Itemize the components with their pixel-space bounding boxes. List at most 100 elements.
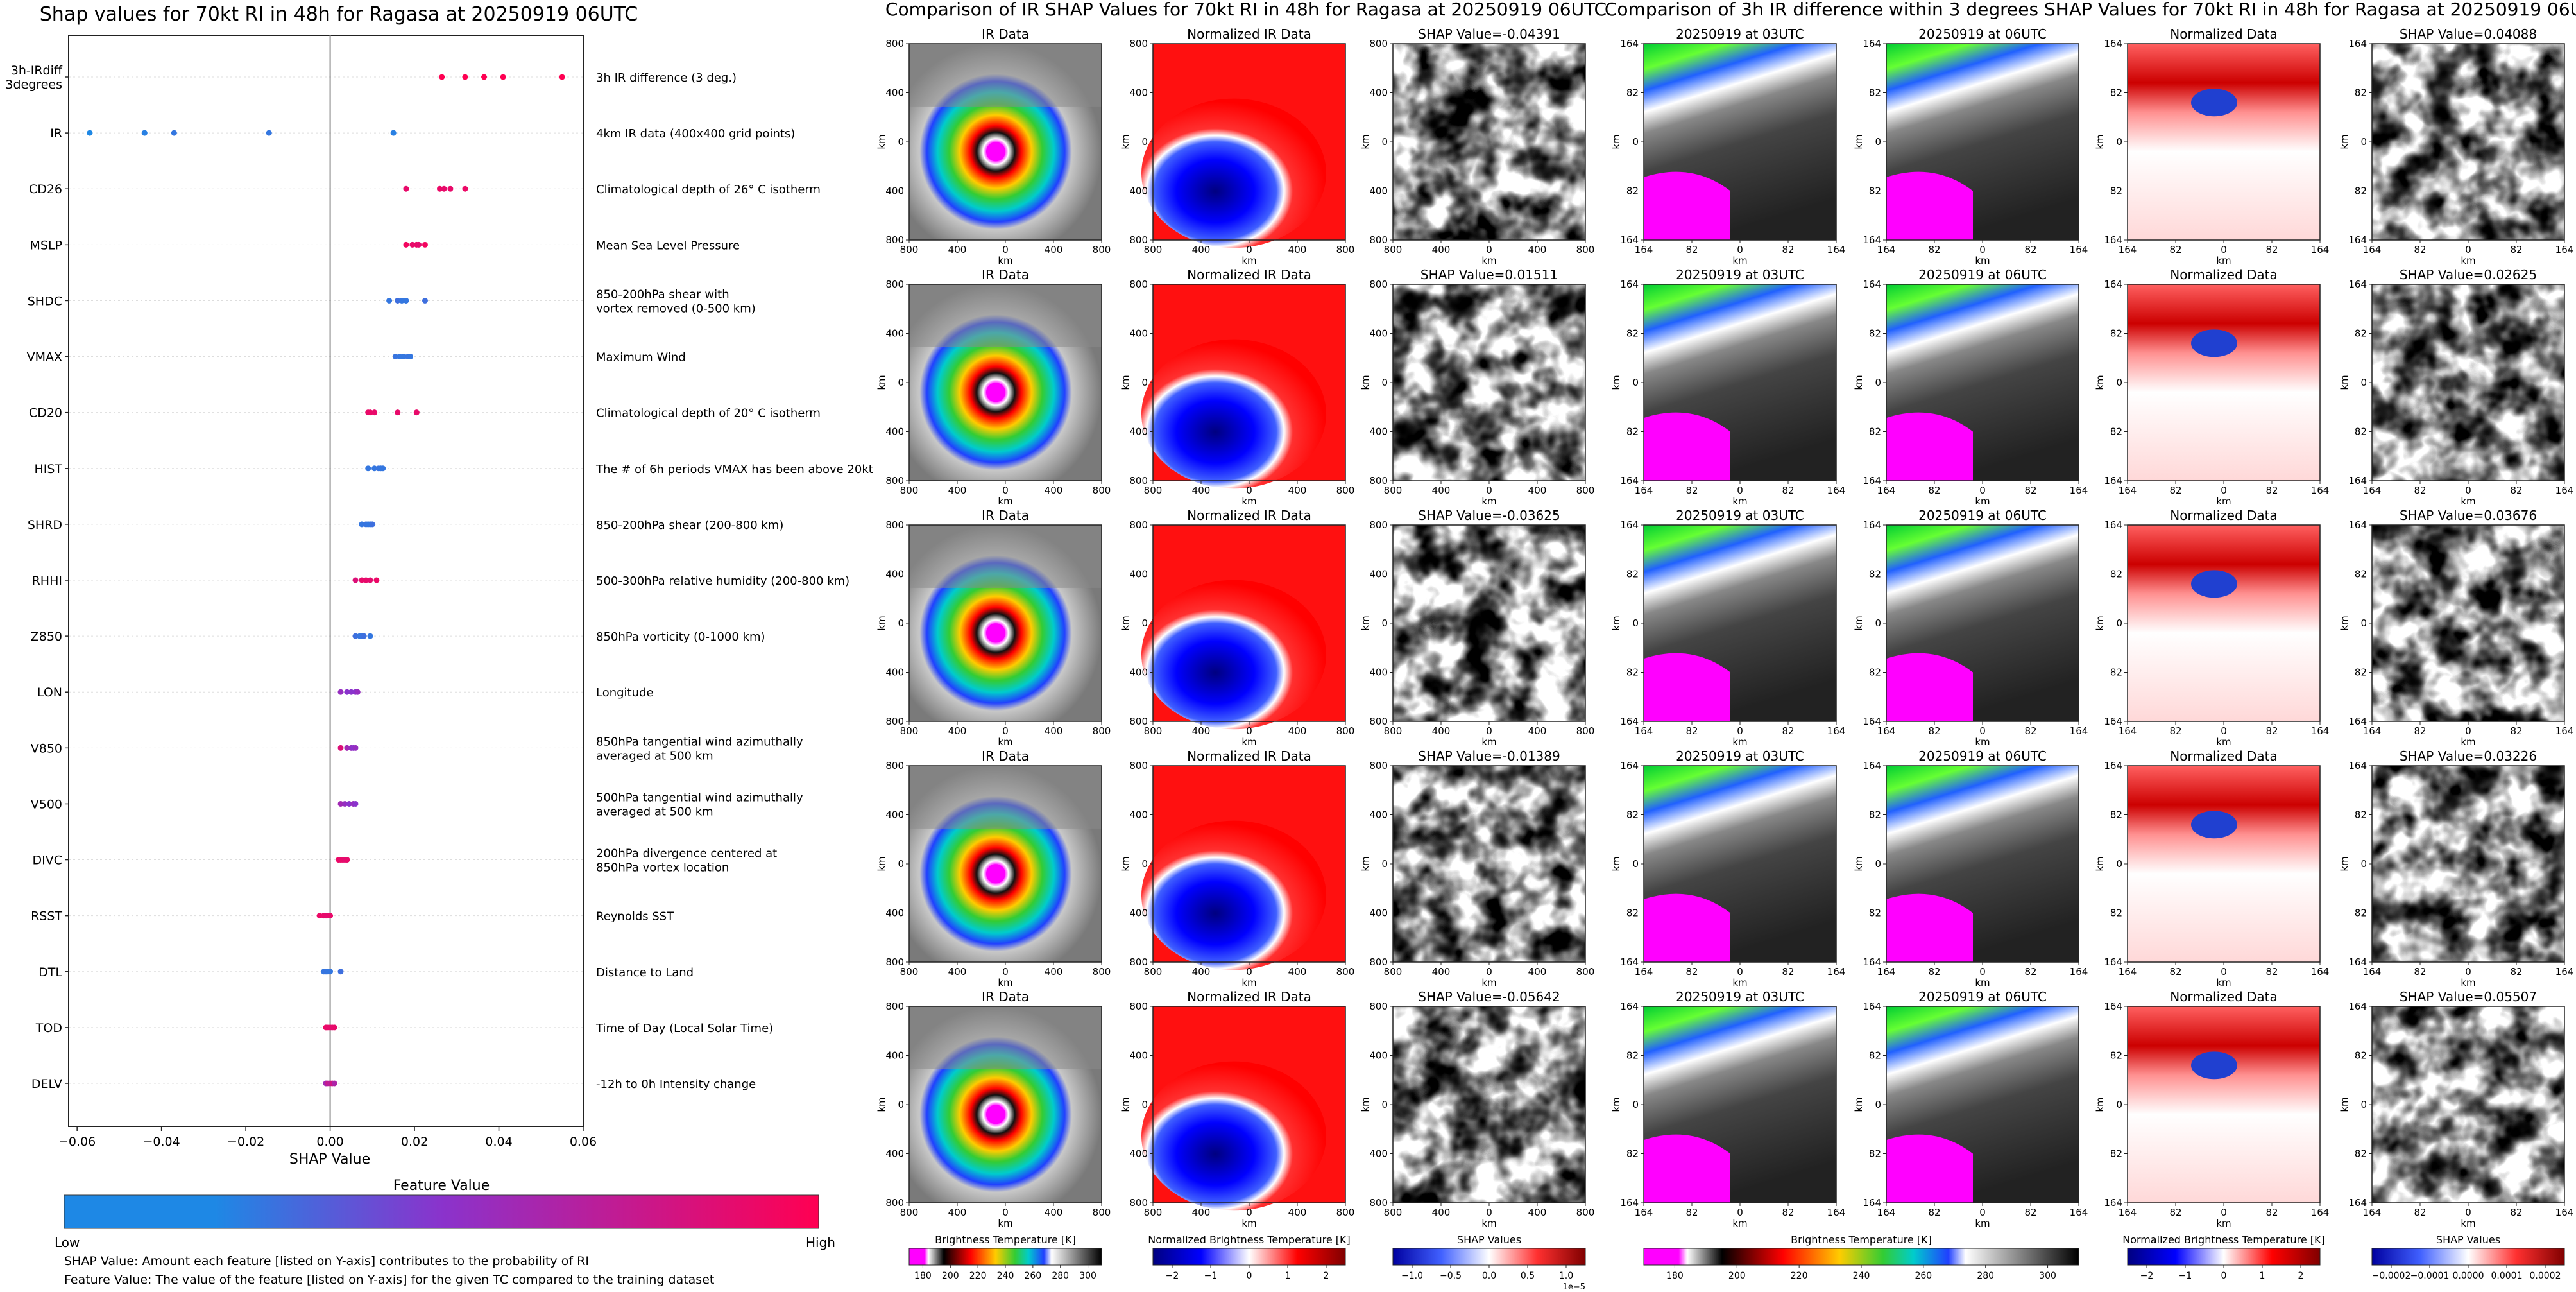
x-unit-label: km — [1481, 495, 1496, 507]
xtick-label: 0 — [1246, 485, 1252, 496]
ytick-label: 800 — [885, 1001, 904, 1012]
ytick-label: 82 — [2355, 185, 2367, 197]
xtick-label: 800 — [1576, 725, 1595, 737]
ytick-label: 164 — [1620, 716, 1639, 727]
xtick-label: 82 — [1782, 1207, 1794, 1218]
x-unit-label: km — [2461, 1218, 2475, 1229]
ytick-label: 82 — [1626, 809, 1639, 821]
shap-point — [409, 241, 416, 248]
xtick-label: 400 — [1288, 725, 1307, 737]
xtick-label: 800 — [1144, 1207, 1163, 1218]
xtick-label: 82 — [2510, 244, 2522, 255]
feature-label-v500: V500 — [31, 797, 62, 811]
x-unit-label: km — [1975, 736, 1990, 748]
xtick-label: 800 — [900, 725, 919, 737]
xtick-label: −0.02 — [227, 1135, 264, 1149]
x-unit-label: km — [2461, 495, 2475, 507]
colorbar-tick-label: 0 — [2221, 1271, 2227, 1281]
ytick-label: 800 — [885, 760, 904, 771]
shap-point — [416, 241, 422, 248]
ytick-label: 400 — [1129, 426, 1148, 438]
diff-panel-title: 20250919 at 03UTC — [1676, 989, 1804, 1004]
norm-image — [1141, 1061, 1326, 1211]
ytick-label: 800 — [1129, 760, 1148, 771]
xtick-label: 164 — [2070, 485, 2088, 496]
ytick-label: 400 — [1129, 328, 1148, 340]
ytick-label: 800 — [885, 475, 904, 487]
xtick-label: 400 — [1192, 485, 1211, 496]
xtick-label: 800 — [1144, 725, 1163, 737]
shap-point — [462, 185, 468, 192]
shap-negative — [2372, 766, 2564, 962]
xtick-label: 400 — [1045, 1207, 1063, 1218]
ytick-label: 800 — [1369, 279, 1388, 290]
ytick-label: 800 — [885, 1197, 904, 1209]
ytick-label: 82 — [2355, 328, 2367, 340]
ytick-label: 164 — [2104, 475, 2122, 487]
shap-point — [481, 74, 488, 80]
ytick-label: 800 — [1369, 38, 1388, 49]
ytick-label: 82 — [2355, 908, 2367, 919]
colorbar-tick-label: 2 — [2298, 1271, 2304, 1281]
feature-label-shrd: SHRD — [28, 518, 62, 532]
shap-point — [266, 130, 272, 136]
ir-panel-title: IR Data — [982, 508, 1029, 523]
ytick-label: 0 — [1141, 136, 1148, 148]
ytick-label: 82 — [1626, 328, 1639, 340]
xtick-label: 0 — [2465, 725, 2471, 737]
y-unit-label: km — [2094, 856, 2106, 871]
shap-point — [422, 297, 428, 304]
ytick-label: 400 — [1129, 809, 1148, 821]
diff-norm-image — [2128, 1006, 2320, 1203]
colorbar-tick-label: 240 — [997, 1271, 1014, 1281]
y-unit-label: km — [1853, 375, 1864, 390]
ytick-label: 0 — [2116, 1099, 2122, 1110]
x-unit-label: km — [2216, 495, 2231, 507]
y-unit-label: km — [876, 616, 887, 630]
colorbar-tick-label: −0.0002 — [2372, 1271, 2411, 1281]
diff-cold-area — [1644, 653, 1730, 721]
xtick-label: 164 — [2070, 244, 2088, 255]
ytick-label: 0 — [1381, 377, 1388, 388]
feature-desc: 850hPa vorticity (0-1000 km) — [596, 630, 765, 644]
ytick-label: 0 — [1632, 377, 1639, 388]
ytick-label: 0 — [1381, 858, 1388, 870]
ytick-label: 82 — [1626, 569, 1639, 580]
ytick-label: 82 — [1626, 908, 1639, 919]
diff-panel-title: Normalized Data — [2170, 508, 2278, 523]
shap-point — [361, 633, 367, 639]
colorbar-tick-label: 1 — [1285, 1271, 1291, 1281]
xtick-label: 82 — [2265, 725, 2278, 737]
feature-desc: Maximum Wind — [596, 351, 686, 365]
shap-point — [395, 297, 401, 304]
ytick-label: 800 — [1129, 279, 1148, 290]
ytick-label: 800 — [1129, 519, 1148, 531]
diff-group-title: Comparison of 3h IR difference within 3 … — [1605, 0, 2576, 20]
y-unit-label: km — [2094, 134, 2106, 149]
feature-desc: vortex removed (0-500 km) — [596, 302, 756, 315]
ir-cloud-top — [909, 525, 1102, 588]
xtick-label: 400 — [1528, 485, 1547, 496]
xtick-label: 400 — [1192, 244, 1211, 255]
xtick-label: 0 — [1002, 966, 1009, 978]
xtick-label: 800 — [1384, 485, 1403, 496]
xtick-label: 800 — [1384, 244, 1403, 255]
xtick-label: 0 — [1246, 725, 1252, 737]
ytick-label: 0 — [1875, 1099, 1881, 1110]
ytick-label: 164 — [2104, 1197, 2122, 1209]
xtick-label: 0 — [2221, 485, 2227, 496]
diff-norm-image — [2128, 525, 2320, 721]
xtick-label: 0 — [1002, 244, 1009, 255]
diff-norm-image — [2128, 44, 2320, 240]
colorbar-tick-label: 180 — [914, 1271, 932, 1281]
xtick-label: 0 — [1002, 485, 1009, 496]
ytick-label: 82 — [1869, 87, 1881, 99]
xtick-label: 164 — [2311, 966, 2330, 978]
xtick-label: 82 — [2169, 1207, 2181, 1218]
